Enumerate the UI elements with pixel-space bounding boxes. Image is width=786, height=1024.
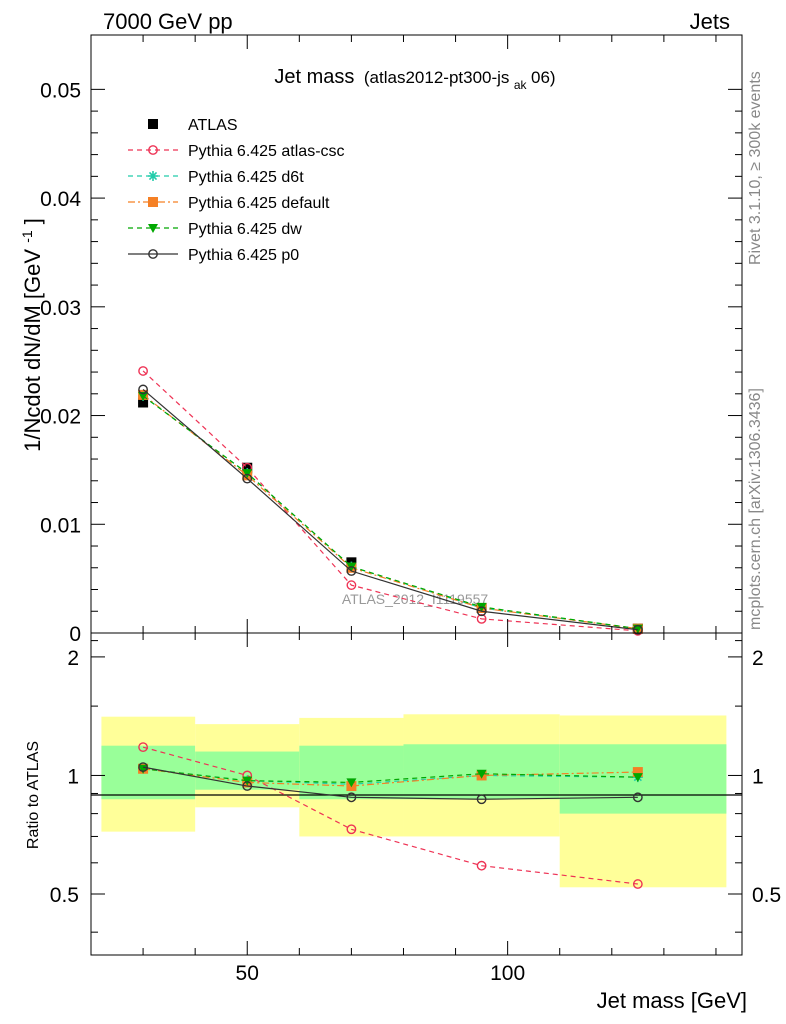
ratio-point-p0	[476, 794, 487, 805]
data-point-p0	[476, 606, 487, 617]
legend-marker-default	[148, 197, 158, 207]
main-ytick-label: 0	[69, 623, 81, 646]
legend-label-dw: Pythia 6.425 dw	[188, 221, 302, 238]
ratio-plot-frame	[90, 632, 743, 956]
ratio-ytick-label-right: 1	[752, 765, 764, 788]
legend-label-p0: Pythia 6.425 p0	[188, 247, 299, 264]
x-axis-label: Jet mass [GeV]	[597, 988, 747, 1013]
series-line-p0	[142, 388, 638, 631]
main-plot-panel: ATLAS_2012_I1119557 0 0.01 0.02 0.03 0.04 0.0…	[40, 34, 743, 646]
title-end: 06)	[531, 68, 556, 87]
header-left: 7000 GeV pp	[103, 9, 233, 34]
ratio-plot-panel: 0.5 0.5 1 1 2 2 50 100	[50, 632, 781, 985]
ratio-point-atlas_csc	[346, 824, 357, 835]
plot-title: Jet mass (atlas2012-pt300-js ak 06)	[274, 66, 555, 93]
data-point-atlas_csc	[476, 613, 487, 624]
data-point-p0	[632, 624, 643, 635]
ratio-point-dw	[476, 769, 487, 779]
main-ytick-label: 0.02	[40, 406, 81, 429]
ratio-ytick-label: 1	[67, 765, 79, 788]
legend-label-default: Pythia 6.425 default	[188, 195, 330, 212]
ratio-point-default	[632, 767, 643, 778]
ratio-point-p0	[242, 781, 253, 791]
ratio-ytick-label: 0.5	[50, 884, 79, 907]
legend-marker-dw	[148, 224, 158, 233]
x-tick-label: 100	[490, 962, 525, 985]
main-ytick-label: 0.04	[40, 188, 81, 211]
legend-label-atlas_csc: Pythia 6.425 atlas-csc	[188, 143, 345, 160]
ratio-line-p0	[142, 766, 638, 800]
title-subscript: ak	[514, 78, 528, 92]
legend: ATLAS Pythia 6.425 atlas-csc Pythia 6.425 …	[128, 117, 345, 264]
watermark: ATLAS_2012_I1119557	[342, 591, 489, 607]
ratio-ylabel: Ratio to ATLAS	[25, 741, 42, 849]
ratio-band-inner	[101, 745, 196, 800]
data-point-atlas_csc	[138, 366, 148, 376]
main-ytick-label: 0.05	[40, 79, 81, 102]
data-point-dw	[138, 391, 149, 401]
legend-label-atlas: ATLAS	[188, 117, 238, 134]
ratio-ytick-label: 2	[67, 647, 79, 670]
main-ylabel-end: ]	[20, 218, 45, 224]
ratio-point-p0	[138, 762, 148, 773]
ratio-band-inner	[559, 744, 727, 814]
legend-marker-atlas_csc	[148, 145, 158, 155]
ratio-ytick-label-right: 2	[752, 647, 764, 670]
main-ytick-label: 0.01	[40, 514, 81, 537]
data-point-p0	[138, 384, 148, 395]
main-ytick-label: 0.03	[40, 297, 81, 320]
title-main: Jet mass	[274, 66, 354, 88]
title-sub: (atlas2012-pt300-js	[364, 68, 510, 87]
legend-marker-d6t	[148, 171, 158, 181]
data-point-p0	[346, 566, 357, 576]
main-ylabel: 1/Ncdot dN/dM [GeV -1 ]	[12, 218, 45, 452]
ratio-point-dw	[632, 773, 643, 783]
legend-marker-atlas	[148, 119, 158, 129]
ratio-point-atlas_csc	[632, 879, 643, 889]
main-ylabel-sup: -1	[19, 230, 35, 243]
legend-marker-p0	[148, 249, 158, 259]
data-point-dw	[242, 469, 253, 479]
data-point-atlas_csc	[346, 580, 357, 591]
ratio-ytick-label-right: 0.5	[752, 884, 781, 907]
ratio-point-atlas_csc	[476, 860, 487, 871]
main-ylabel-text: 1/Ncdot dN/dM [GeV	[20, 249, 45, 452]
ratio-line-atlas_csc	[142, 746, 638, 885]
ratio-band-inner	[299, 745, 404, 800]
ratio-point-p0	[346, 792, 357, 803]
rivet-label: Rivet 3.1.10, ≥ 300k events	[747, 71, 764, 265]
data-point-atlas	[138, 397, 149, 408]
ratio-point-p0	[632, 792, 643, 803]
header-right: Jets	[690, 9, 730, 34]
ratio-point-dw	[346, 778, 357, 788]
legend-label-d6t: Pythia 6.425 d6t	[188, 169, 304, 186]
series-line-atlas_csc	[142, 370, 638, 632]
data-point-p0	[242, 473, 253, 484]
ratio-point-atlas_csc	[138, 742, 148, 753]
data-point-atlas	[242, 462, 253, 473]
x-tick-label: 50	[236, 962, 259, 985]
mcplots-label: mcplots.cern.ch [arXiv:1306.3436]	[747, 388, 764, 630]
